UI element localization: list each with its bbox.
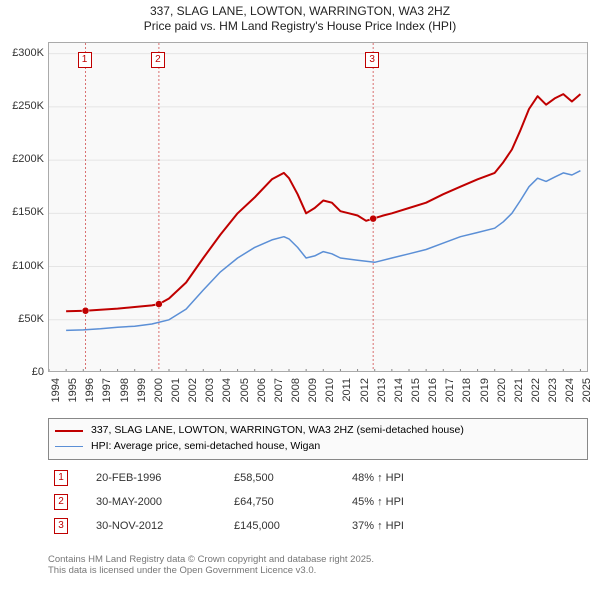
legend-item: 337, SLAG LANE, LOWTON, WARRINGTON, WA3 … bbox=[55, 423, 581, 439]
event-date: 30-NOV-2012 bbox=[96, 520, 206, 532]
y-tick-label: £100K bbox=[12, 260, 44, 272]
event-row: 1 20-FEB-1996 £58,500 48% ↑ HPI bbox=[48, 466, 588, 490]
x-tick-label: 2001 bbox=[170, 378, 182, 408]
event-price: £64,750 bbox=[234, 496, 324, 508]
x-tick-label: 2006 bbox=[256, 378, 268, 408]
x-tick-label: 2012 bbox=[359, 378, 371, 408]
x-tick-label: 2016 bbox=[427, 378, 439, 408]
legend-swatch bbox=[55, 430, 83, 432]
x-tick-label: 2011 bbox=[341, 378, 353, 408]
x-tick-label: 2022 bbox=[530, 378, 542, 408]
footer-line-2: This data is licensed under the Open Gov… bbox=[48, 565, 588, 576]
event-marker-2: 2 bbox=[151, 52, 165, 68]
x-tick-label: 2014 bbox=[393, 378, 405, 408]
chart-svg bbox=[49, 43, 587, 371]
x-tick-label: 1997 bbox=[101, 378, 113, 408]
title-line-2: Price paid vs. HM Land Registry's House … bbox=[0, 19, 600, 34]
x-tick-label: 2025 bbox=[581, 378, 593, 408]
legend-label: 337, SLAG LANE, LOWTON, WARRINGTON, WA3 … bbox=[91, 423, 464, 439]
x-tick-label: 1994 bbox=[50, 378, 62, 408]
x-tick-label: 2013 bbox=[376, 378, 388, 408]
legend-item: HPI: Average price, semi-detached house,… bbox=[55, 439, 581, 455]
x-tick-label: 2019 bbox=[479, 378, 491, 408]
event-row-marker: 1 bbox=[54, 470, 68, 486]
event-row: 3 30-NOV-2012 £145,000 37% ↑ HPI bbox=[48, 514, 588, 538]
x-tick-label: 1999 bbox=[136, 378, 148, 408]
footer-line-1: Contains HM Land Registry data © Crown c… bbox=[48, 554, 588, 565]
y-tick-label: £0 bbox=[32, 366, 44, 378]
event-price: £145,000 bbox=[234, 520, 324, 532]
legend-swatch bbox=[55, 446, 83, 447]
legend: 337, SLAG LANE, LOWTON, WARRINGTON, WA3 … bbox=[48, 418, 588, 460]
footer-note: Contains HM Land Registry data © Crown c… bbox=[48, 554, 588, 577]
x-tick-label: 2009 bbox=[307, 378, 319, 408]
y-tick-label: £250K bbox=[12, 100, 44, 112]
chart-plot-area bbox=[48, 42, 588, 372]
y-tick-label: £200K bbox=[12, 153, 44, 165]
x-tick-label: 2004 bbox=[221, 378, 233, 408]
event-hpi: 37% ↑ HPI bbox=[352, 520, 447, 532]
x-tick-label: 1995 bbox=[67, 378, 79, 408]
x-tick-label: 2015 bbox=[410, 378, 422, 408]
y-tick-label: £300K bbox=[12, 47, 44, 59]
legend-label: HPI: Average price, semi-detached house,… bbox=[91, 439, 320, 455]
x-tick-label: 2021 bbox=[513, 378, 525, 408]
x-tick-label: 2024 bbox=[564, 378, 576, 408]
x-tick-label: 2010 bbox=[324, 378, 336, 408]
x-tick-label: 2007 bbox=[273, 378, 285, 408]
x-tick-label: 2002 bbox=[187, 378, 199, 408]
event-marker-1: 1 bbox=[78, 52, 92, 68]
x-tick-label: 2008 bbox=[290, 378, 302, 408]
x-tick-label: 2018 bbox=[461, 378, 473, 408]
event-row-marker: 2 bbox=[54, 494, 68, 510]
event-hpi: 48% ↑ HPI bbox=[352, 472, 447, 484]
y-tick-label: £150K bbox=[12, 206, 44, 218]
event-row-marker: 3 bbox=[54, 518, 68, 534]
x-tick-label: 2005 bbox=[239, 378, 251, 408]
title-line-1: 337, SLAG LANE, LOWTON, WARRINGTON, WA3 … bbox=[0, 4, 600, 19]
event-marker-3: 3 bbox=[365, 52, 379, 68]
x-tick-label: 1996 bbox=[84, 378, 96, 408]
x-tick-label: 2003 bbox=[204, 378, 216, 408]
event-row: 2 30-MAY-2000 £64,750 45% ↑ HPI bbox=[48, 490, 588, 514]
x-tick-label: 2000 bbox=[153, 378, 165, 408]
x-tick-label: 2020 bbox=[496, 378, 508, 408]
event-date: 20-FEB-1996 bbox=[96, 472, 206, 484]
event-hpi: 45% ↑ HPI bbox=[352, 496, 447, 508]
events-table: 1 20-FEB-1996 £58,500 48% ↑ HPI 2 30-MAY-2000… bbox=[48, 466, 588, 538]
x-tick-label: 1998 bbox=[119, 378, 131, 408]
y-tick-label: £50K bbox=[18, 313, 44, 325]
chart-title: 337, SLAG LANE, LOWTON, WARRINGTON, WA3 … bbox=[0, 0, 600, 34]
event-price: £58,500 bbox=[234, 472, 324, 484]
x-tick-label: 2023 bbox=[547, 378, 559, 408]
event-date: 30-MAY-2000 bbox=[96, 496, 206, 508]
x-tick-label: 2017 bbox=[444, 378, 456, 408]
